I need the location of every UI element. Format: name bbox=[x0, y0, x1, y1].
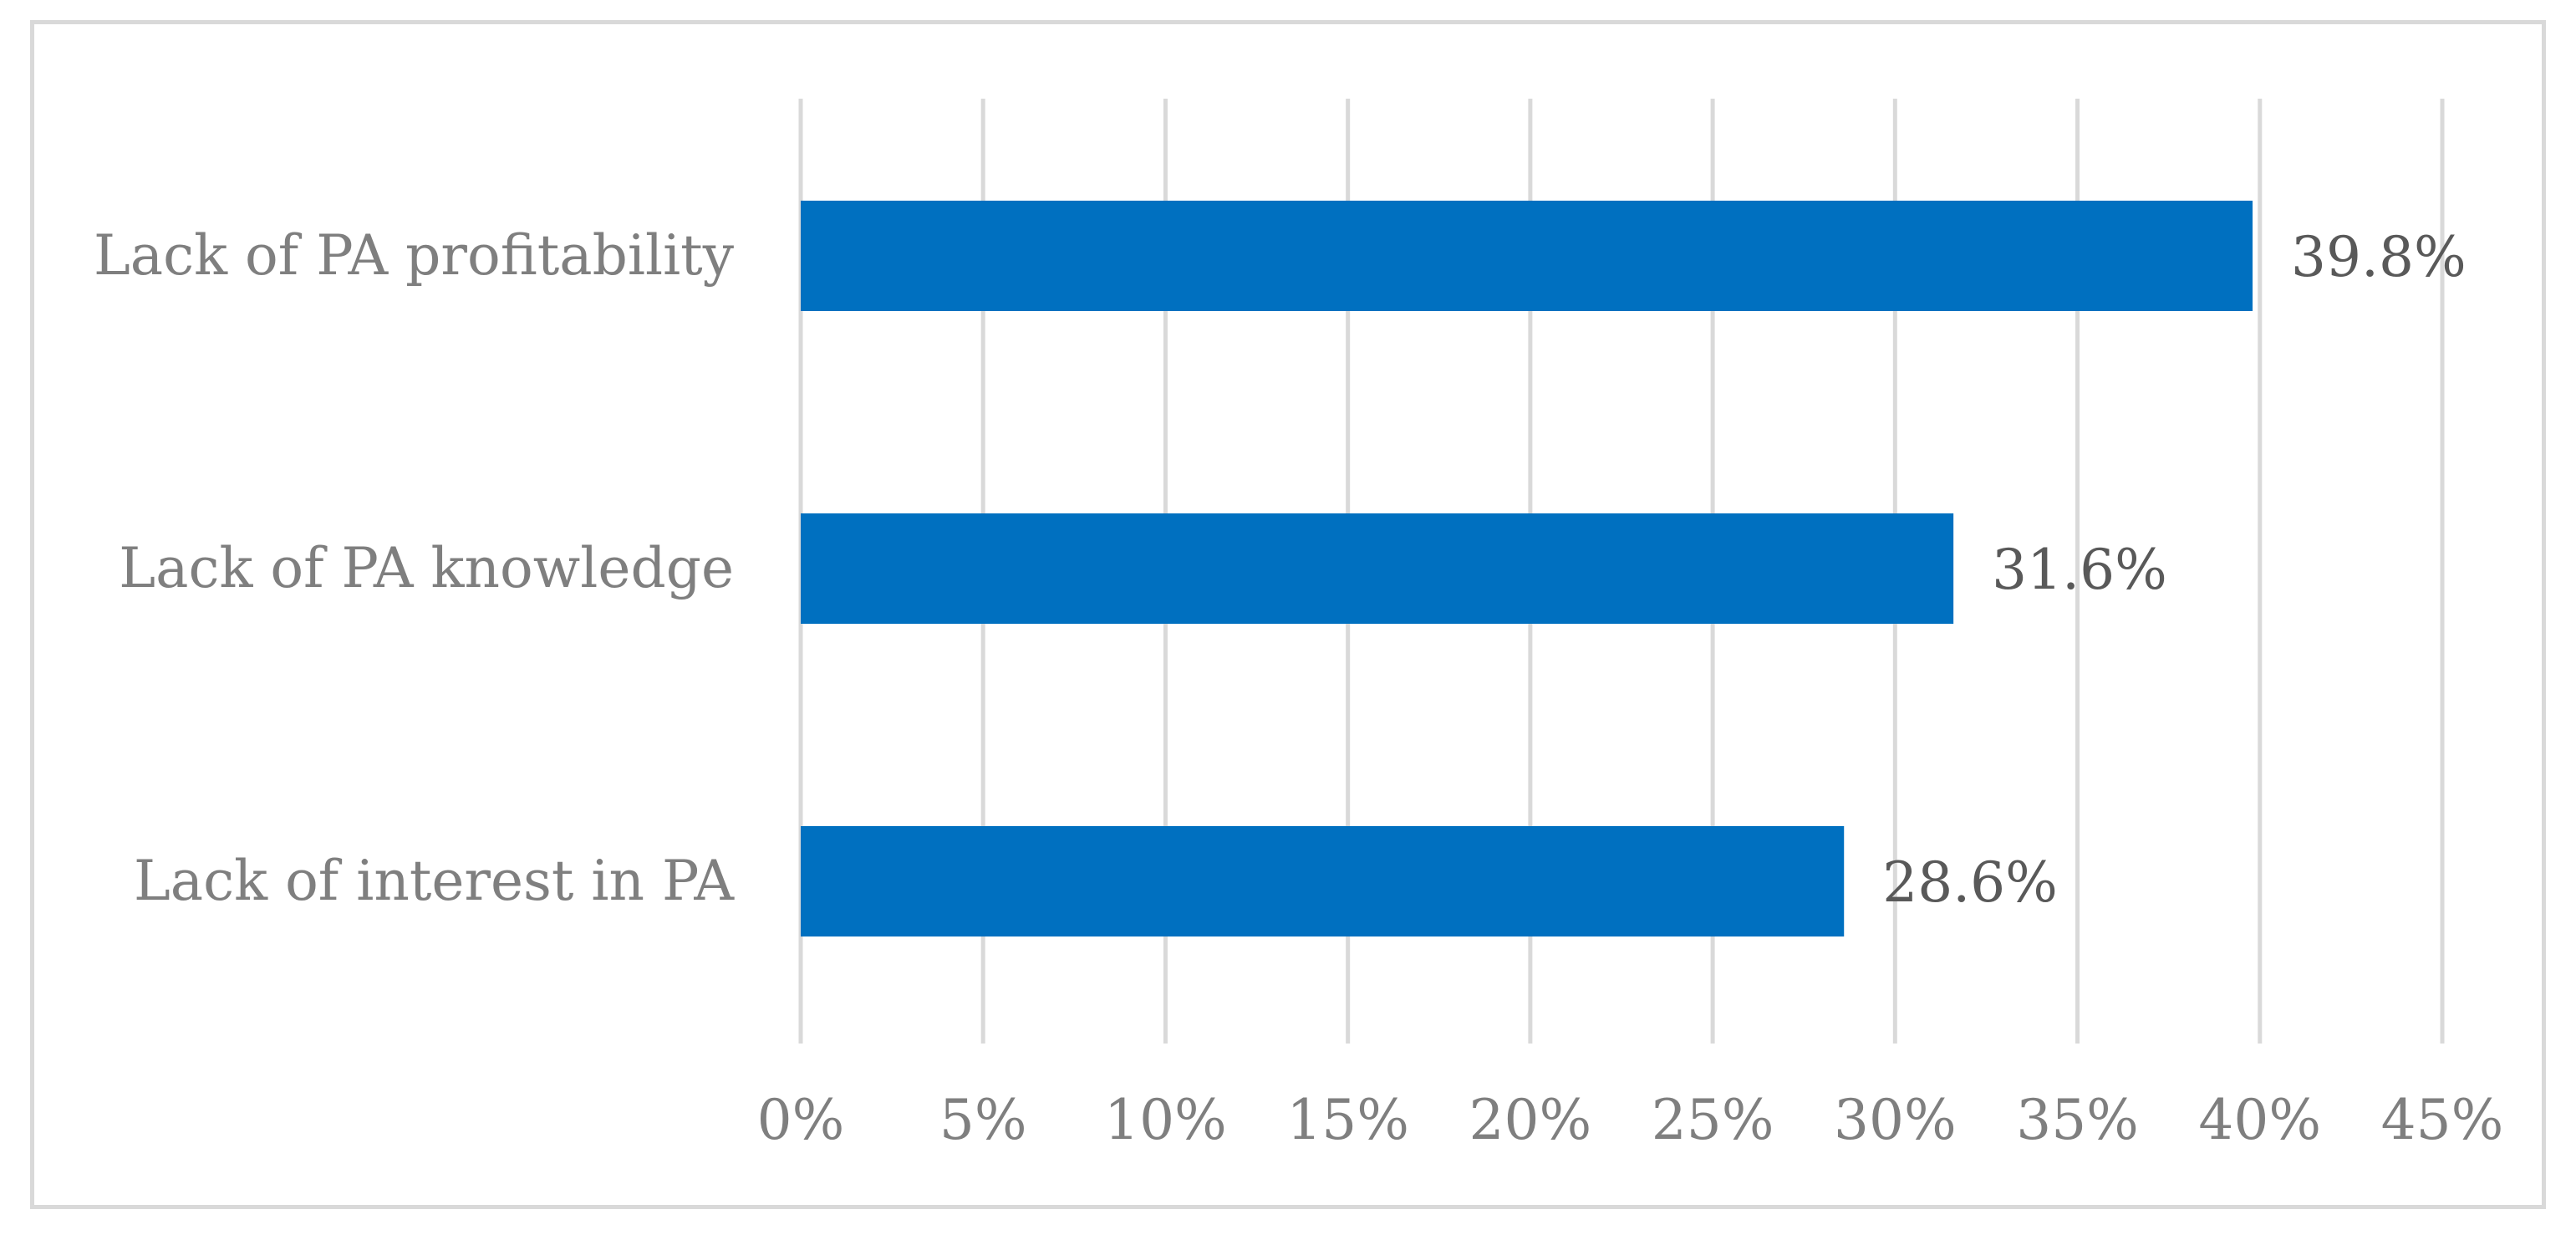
category-label: Lack of interest in PA bbox=[134, 849, 735, 913]
bars bbox=[801, 201, 2253, 936]
x-tick-label: 10% bbox=[1104, 1088, 1227, 1152]
bar bbox=[801, 513, 1954, 624]
x-tick-label: 35% bbox=[2016, 1088, 2139, 1152]
category-label: Lack of PA profitability bbox=[94, 223, 735, 288]
data-label: 39.8% bbox=[2291, 225, 2467, 289]
x-tick-label: 30% bbox=[1834, 1088, 1957, 1152]
bar bbox=[801, 201, 2253, 311]
x-tick-label: 20% bbox=[1469, 1088, 1592, 1152]
x-tick-label: 0% bbox=[757, 1088, 845, 1152]
x-tick-label: 45% bbox=[2381, 1088, 2504, 1152]
category-labels: Lack of PA profitability Lack of PA knowl… bbox=[94, 223, 735, 913]
bar bbox=[801, 826, 1845, 936]
x-tick-label: 40% bbox=[2198, 1088, 2321, 1152]
x-tick-label: 5% bbox=[939, 1088, 1027, 1152]
data-labels: 39.8% 31.6% 28.6% bbox=[1882, 225, 2466, 915]
x-tick-label: 25% bbox=[1652, 1088, 1774, 1152]
x-axis-tick-labels: 0% 5% 10% 15% 20% 25% 30% 35% 40% 45% bbox=[757, 1088, 2504, 1152]
data-label: 28.6% bbox=[1882, 850, 2058, 915]
data-label: 31.6% bbox=[1992, 538, 2167, 602]
category-label: Lack of PA knowledge bbox=[119, 536, 734, 600]
x-tick-label: 15% bbox=[1286, 1088, 1409, 1152]
